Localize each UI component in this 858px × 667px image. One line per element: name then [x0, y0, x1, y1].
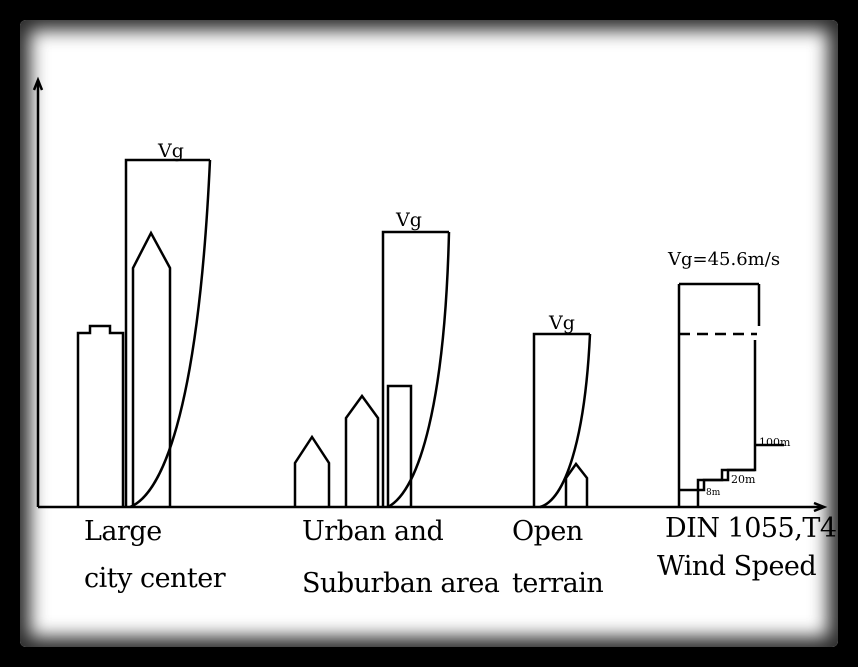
- urban-vg-label: Vg: [395, 209, 422, 231]
- open-wind-profile: [539, 333, 592, 509]
- open-building: [564, 461, 589, 507]
- ground-axis-arrow: [813, 501, 828, 513]
- din-step-profile: [679, 340, 757, 492]
- city-building-tower: [131, 230, 172, 507]
- height-20-label: 20m: [731, 473, 756, 486]
- city-vg-box: [124, 158, 210, 507]
- din-vg-label: Vg=45.6m/s: [667, 249, 780, 270]
- urban-vg-box: [381, 230, 449, 507]
- open-vg-label: Vg: [548, 312, 575, 334]
- label-din-line1: DIN 1055,T4: [665, 513, 837, 544]
- label-din-line2: Wind Speed: [657, 551, 817, 582]
- label-large-city-line2: city center: [84, 563, 226, 594]
- urban-wind-profile: [387, 231, 451, 509]
- city-wind-profile: [129, 159, 212, 509]
- label-urban-line1: Urban and: [302, 516, 444, 547]
- label-urban-line2: Suburban area: [302, 568, 500, 599]
- urban-building-medium: [344, 393, 380, 507]
- label-open-line2: terrain: [512, 568, 604, 599]
- height-100-label: 100m: [759, 436, 791, 449]
- height-8-label: 8m: [706, 488, 721, 498]
- label-open-line1: Open: [512, 516, 583, 547]
- label-large-city-line1: Large: [84, 516, 162, 547]
- vertical-axis-arrow: [32, 76, 44, 91]
- urban-building-tall: [386, 384, 413, 507]
- open-vg-box: [532, 332, 590, 507]
- urban-building-small: [293, 434, 331, 507]
- city-vg-label: Vg: [157, 140, 184, 162]
- din-steps: [696, 468, 755, 507]
- city-building-flat: [76, 324, 125, 507]
